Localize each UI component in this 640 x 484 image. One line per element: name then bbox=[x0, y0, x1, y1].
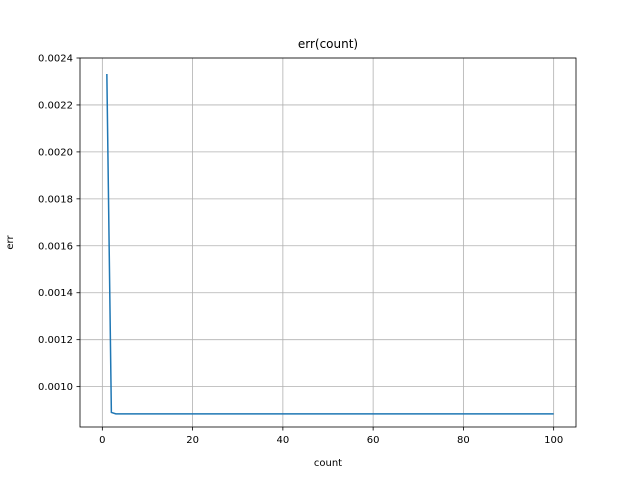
x-tick-label: 60 bbox=[367, 435, 380, 446]
y-axis-label: err bbox=[5, 235, 16, 250]
x-tick-label: 20 bbox=[186, 435, 199, 446]
y-tick-label: 0.0022 bbox=[38, 100, 73, 111]
x-tick-label: 80 bbox=[457, 435, 470, 446]
y-tick-label: 0.0020 bbox=[38, 147, 73, 158]
y-tick-label: 0.0014 bbox=[38, 288, 73, 299]
y-tick-label: 0.0016 bbox=[38, 241, 73, 252]
chart-title: err(count) bbox=[298, 37, 358, 51]
x-tick-label: 40 bbox=[277, 435, 290, 446]
x-axis-label: count bbox=[314, 458, 342, 469]
y-tick-label: 0.0012 bbox=[38, 335, 73, 346]
x-tick-label: 100 bbox=[544, 435, 563, 446]
y-tick-label: 0.0018 bbox=[38, 194, 73, 205]
ticks: 0 20 40 60 80 100 0.0010 0.0012 0.0014 0.0016 0.00… bbox=[38, 54, 563, 447]
series-layer bbox=[106, 73, 554, 415]
axes-frame bbox=[79, 57, 577, 428]
y-tick-label: 0.0024 bbox=[38, 54, 73, 65]
y-tick-label: 0.0010 bbox=[38, 382, 73, 393]
series-line bbox=[106, 73, 554, 415]
x-tick-label: 0 bbox=[99, 435, 105, 446]
